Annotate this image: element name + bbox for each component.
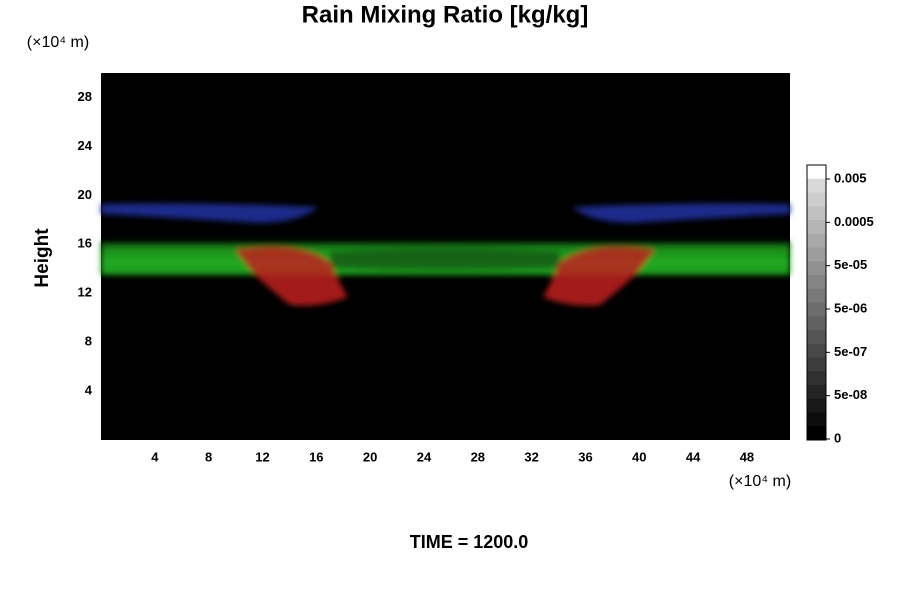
blue-region (101, 203, 318, 223)
y-unit: (×10⁴ m) (27, 34, 89, 51)
red-region (543, 246, 655, 306)
colorbar-band (807, 206, 826, 221)
colorbar-band (807, 330, 826, 345)
colorbar-frame (806, 164, 827, 441)
x-tick-label: 48 (740, 449, 754, 464)
colorbar-band (807, 371, 826, 386)
y-tick-label: 24 (78, 138, 93, 153)
colorbar-band (807, 288, 826, 303)
x-tick-label: 40 (632, 449, 646, 464)
colorbar-label: 5e-06 (834, 300, 867, 315)
blue-region (572, 203, 790, 223)
colorbar-band (807, 261, 826, 276)
x-tick-label: 32 (524, 449, 538, 464)
y-tick-label: 28 (78, 89, 92, 104)
colorbar-band (807, 220, 826, 235)
colorbar-band (807, 343, 826, 358)
y-tick-label: 12 (78, 285, 92, 300)
x-tick-label: 20 (363, 449, 377, 464)
x-tick-label: 8 (205, 449, 212, 464)
x-unit: (×10⁴ m) (729, 473, 791, 490)
x-tick-label: 28 (471, 449, 485, 464)
x-tick-label: 24 (417, 449, 432, 464)
plot-area (101, 73, 790, 440)
colorbar-band (807, 426, 826, 441)
colorbar-label: 5e-07 (834, 344, 867, 359)
y-tick-label: 16 (78, 236, 92, 251)
footer-time: TIME = 1200.0 (410, 532, 529, 552)
y-tick-label: 4 (85, 383, 93, 398)
colorbar-band (807, 316, 826, 331)
colorbar-band (807, 247, 826, 262)
x-tick-label: 4 (151, 449, 159, 464)
red-region (235, 246, 348, 306)
colorbar-band (807, 233, 826, 248)
colorbar-band (807, 302, 826, 317)
y-axis-label: Height (32, 228, 53, 288)
field (101, 203, 790, 306)
colorbar-band (807, 275, 826, 290)
chart-title: Rain Mixing Ratio [kg/kg] (302, 1, 589, 28)
colorbar-band (807, 192, 826, 207)
x-tick-label: 44 (686, 449, 701, 464)
x-tick-label: 12 (255, 449, 269, 464)
colorbar-band (807, 412, 826, 427)
colorbar-band (807, 165, 826, 180)
colorbar-label: 0.005 (834, 170, 867, 185)
colorbar-label: 5e-05 (834, 257, 867, 272)
colorbar-label: 0 (834, 430, 841, 445)
colorbar-band (807, 385, 826, 400)
y-tick-label: 20 (78, 187, 92, 202)
green-dark (330, 249, 560, 270)
colorbar-band (807, 398, 826, 413)
colorbar-label: 5e-08 (834, 387, 867, 402)
colorbar-label: 0.0005 (834, 214, 874, 229)
colorbar-band (807, 178, 826, 193)
x-tick-label: 36 (578, 449, 592, 464)
colorbar-band (807, 357, 826, 372)
y-tick-label: 8 (85, 334, 92, 349)
x-tick-label: 16 (309, 449, 323, 464)
